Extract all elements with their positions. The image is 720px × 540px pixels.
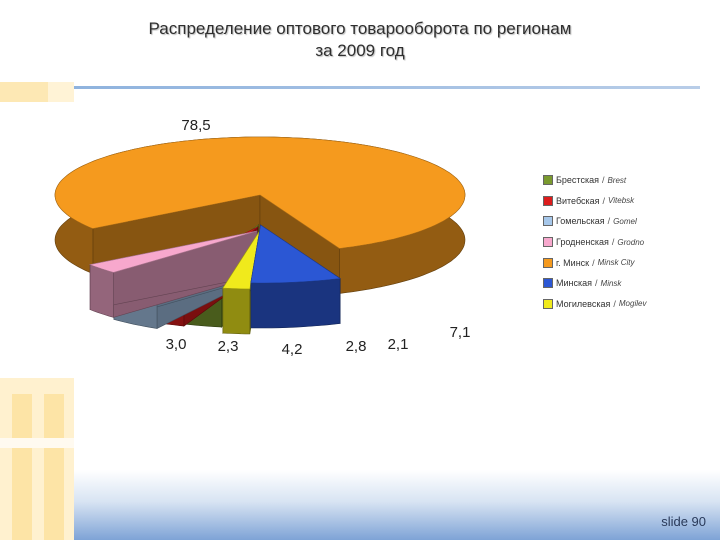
data-label-vitebsk: 2,3 (218, 338, 239, 355)
legend-label-ru: Гродненская (556, 237, 609, 248)
legend-swatch (543, 278, 553, 289)
legend-item-mogilev: Могилевская / Mogilev (543, 294, 713, 315)
data-label-mogilev: 2,1 (388, 336, 409, 353)
pie-slice-side (89, 264, 114, 318)
slide-title: Распределение оптового товарооборота по … (40, 18, 680, 62)
legend-swatch (543, 195, 553, 206)
legend-separator: / (602, 195, 606, 206)
data-label-minsk: 7,1 (450, 324, 471, 341)
legend-label-en: Mogilev (618, 299, 647, 309)
legend-label-en: Minsk City (597, 258, 635, 268)
legend-swatch (543, 298, 553, 309)
legend-swatch (543, 237, 553, 248)
legend-label-ru: Минская (556, 278, 593, 289)
corner-decoration-left (0, 378, 74, 540)
pie-slice-top (222, 230, 260, 290)
legend-label-ru: Могилевская (556, 298, 611, 309)
legend-label-en: Grodno (617, 237, 645, 247)
legend-label-en: Minsk (600, 278, 622, 288)
data-label-gomel: 4,2 (282, 341, 303, 358)
legend-label-en: Gomel (613, 216, 637, 226)
pie-slice-side (222, 287, 251, 335)
legend-separator: / (601, 175, 605, 186)
slide-title-line1: Распределение оптового товарооборота по … (148, 19, 572, 38)
legend-item-minsk-city: г. Минск / Minsk City (543, 252, 713, 273)
legend-separator: / (592, 257, 595, 268)
footer-gradient-bar (74, 470, 720, 540)
legend-label-en: Vitebsk (608, 196, 635, 206)
pie-slice-top (54, 136, 466, 249)
data-label-brest: 3,0 (166, 336, 187, 353)
data-label-minsk-city: 78,5 (181, 117, 210, 134)
legend-separator: / (611, 237, 615, 248)
legend-swatch (543, 257, 553, 268)
legend-item-grodno: Гродненская / Grodno (543, 232, 713, 253)
corner-decoration-top (0, 82, 74, 102)
pie-slice-side (250, 278, 341, 329)
legend-item-minsk: Минская / Minsk (543, 273, 713, 294)
pie-slice-top (250, 224, 341, 284)
pie-slice-grodno (89, 230, 258, 318)
pie-slice-top (89, 230, 258, 273)
legend-separator: / (595, 278, 598, 289)
pie-slice-minsk-city (54, 136, 466, 295)
title-underline (74, 86, 700, 89)
legend-label-en: Brest (607, 175, 627, 185)
legend-swatch (543, 216, 553, 227)
legend-item-gomel: Гомельская / Gomel (543, 211, 713, 232)
data-label-grodno: 2,8 (346, 338, 367, 355)
legend-label-ru: Брестская (556, 175, 599, 186)
slide-title-line2: за 2009 год (315, 41, 405, 60)
legend-label-ru: г. Минск (556, 257, 590, 268)
legend-label-ru: Гомельская (556, 216, 605, 227)
legend-label-ru: Витебская (556, 195, 600, 206)
chart-legend: Брестская / Brest Витебская / Vitebsk Гомельск… (543, 170, 713, 314)
legend-separator: / (613, 298, 616, 309)
legend-item-brest: Брестская / Brest (543, 170, 713, 191)
legend-separator: / (607, 216, 611, 227)
legend-swatch (543, 175, 553, 186)
pie-slice-minsk (250, 224, 341, 329)
legend-item-vitebsk: Витебская / Vitebsk (543, 191, 713, 212)
slide-number: slide 90 (661, 514, 706, 529)
